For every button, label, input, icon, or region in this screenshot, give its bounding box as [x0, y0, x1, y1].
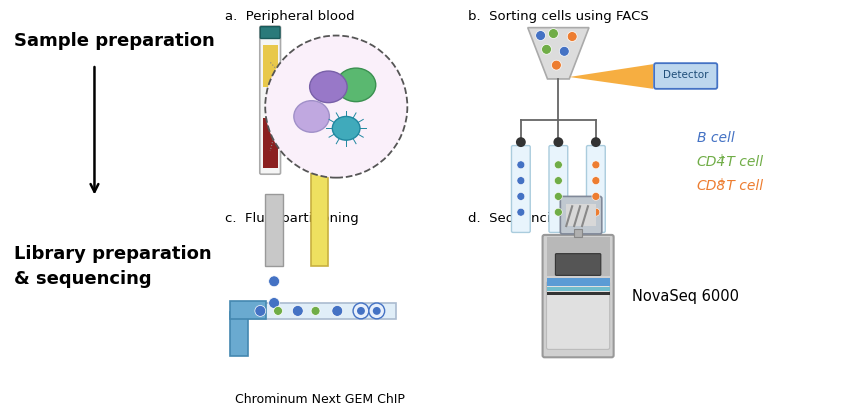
- Circle shape: [592, 208, 600, 216]
- FancyBboxPatch shape: [587, 146, 605, 233]
- Bar: [230, 301, 266, 319]
- Circle shape: [517, 208, 525, 216]
- Text: T cell: T cell: [721, 179, 763, 193]
- Circle shape: [592, 161, 600, 169]
- Circle shape: [555, 177, 562, 184]
- Bar: [574, 229, 582, 237]
- FancyBboxPatch shape: [260, 26, 280, 174]
- FancyBboxPatch shape: [511, 146, 530, 233]
- Bar: [263, 45, 278, 87]
- FancyBboxPatch shape: [547, 281, 609, 349]
- Circle shape: [517, 177, 525, 184]
- Ellipse shape: [332, 116, 360, 140]
- Text: a.  Peripheral blood: a. Peripheral blood: [225, 10, 354, 23]
- Text: CD8: CD8: [696, 179, 726, 193]
- Circle shape: [332, 306, 343, 316]
- Circle shape: [269, 297, 279, 308]
- Text: Sample preparation: Sample preparation: [14, 31, 214, 50]
- Circle shape: [255, 306, 266, 316]
- Circle shape: [536, 31, 545, 40]
- Circle shape: [554, 137, 563, 147]
- Circle shape: [592, 177, 600, 184]
- Ellipse shape: [294, 101, 329, 132]
- Text: +: +: [717, 153, 725, 163]
- Text: c.  Fluid partitioning: c. Fluid partitioning: [225, 212, 358, 225]
- Circle shape: [293, 306, 303, 316]
- FancyBboxPatch shape: [260, 27, 280, 38]
- FancyBboxPatch shape: [549, 146, 568, 233]
- Circle shape: [542, 44, 551, 54]
- Circle shape: [370, 306, 380, 316]
- Circle shape: [273, 306, 282, 315]
- Bar: [243, 303, 396, 319]
- Text: b.  Sorting cells using FACS: b. Sorting cells using FACS: [468, 10, 648, 23]
- Circle shape: [352, 306, 361, 315]
- Circle shape: [357, 307, 365, 315]
- Text: B cell: B cell: [696, 131, 734, 145]
- Circle shape: [266, 35, 407, 177]
- FancyBboxPatch shape: [542, 235, 614, 357]
- Bar: [230, 312, 248, 356]
- Circle shape: [369, 303, 385, 319]
- Text: Chrominum Next GEM ChIP: Chrominum Next GEM ChIP: [234, 393, 404, 406]
- Bar: [547, 237, 609, 276]
- Circle shape: [372, 307, 381, 315]
- Bar: [566, 204, 595, 226]
- Circle shape: [559, 47, 569, 56]
- Circle shape: [551, 60, 562, 70]
- Circle shape: [555, 161, 562, 169]
- Ellipse shape: [336, 68, 376, 102]
- FancyBboxPatch shape: [556, 254, 601, 275]
- Text: +: +: [717, 177, 725, 186]
- Text: NovaSeq 6000: NovaSeq 6000: [633, 288, 740, 304]
- Bar: [263, 118, 278, 168]
- Bar: [547, 292, 609, 295]
- Polygon shape: [569, 64, 653, 89]
- Ellipse shape: [310, 71, 347, 103]
- Bar: [311, 173, 328, 266]
- Circle shape: [353, 303, 369, 319]
- Circle shape: [311, 306, 320, 315]
- Text: T cell: T cell: [721, 155, 763, 169]
- FancyBboxPatch shape: [561, 196, 602, 234]
- Bar: [547, 278, 609, 286]
- Bar: [266, 195, 283, 266]
- FancyBboxPatch shape: [654, 63, 717, 89]
- Circle shape: [555, 193, 562, 200]
- Circle shape: [592, 193, 600, 200]
- Text: d.  Sequencing: d. Sequencing: [468, 212, 567, 225]
- Polygon shape: [528, 28, 589, 79]
- Circle shape: [269, 276, 279, 287]
- Text: CD4: CD4: [696, 155, 726, 169]
- Circle shape: [555, 208, 562, 216]
- Bar: [547, 287, 609, 291]
- Circle shape: [517, 193, 525, 200]
- Circle shape: [516, 137, 526, 147]
- Text: Library preparation
& sequencing: Library preparation & sequencing: [14, 245, 211, 288]
- Circle shape: [591, 137, 601, 147]
- Circle shape: [549, 29, 558, 38]
- Text: Detector: Detector: [663, 70, 708, 80]
- Circle shape: [517, 161, 525, 169]
- Circle shape: [568, 31, 577, 42]
